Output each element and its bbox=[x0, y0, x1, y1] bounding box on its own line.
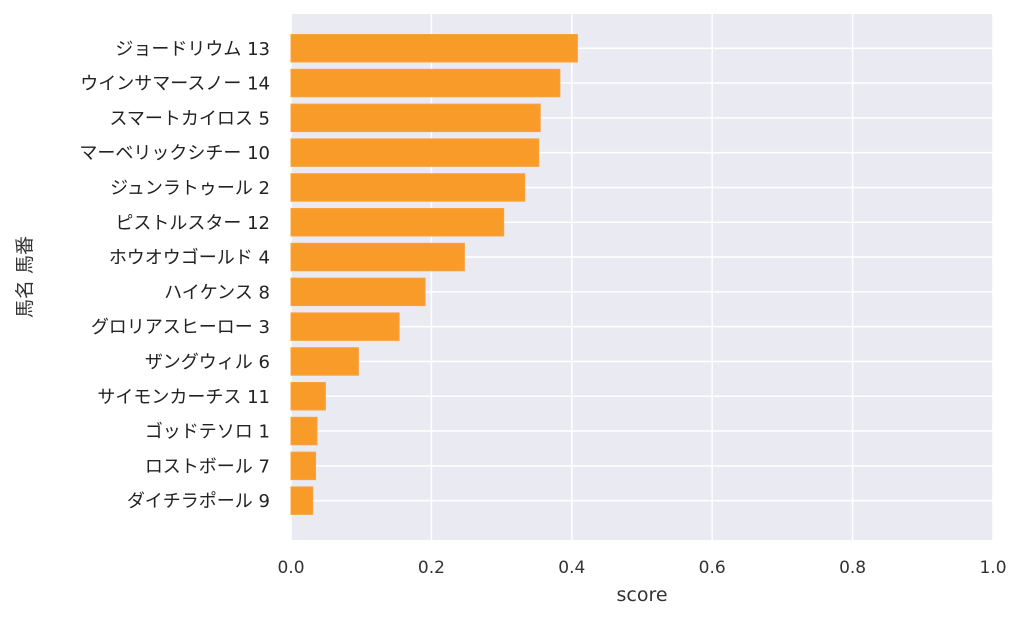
category-label: ピストルスター 12 bbox=[115, 213, 270, 234]
x-axis-label: score bbox=[616, 584, 667, 606]
category-labels: ジョードリウム 13 ウインサマースノー 14 スマートカイロス 5 マーベリックシチ… bbox=[79, 39, 270, 512]
y-axis-label: 馬名 馬番 bbox=[14, 236, 36, 318]
bar bbox=[290, 451, 317, 481]
category-label: サイモンカーチス 11 bbox=[97, 387, 270, 408]
bar bbox=[290, 103, 541, 133]
bar bbox=[290, 416, 318, 446]
x-tick-label: 0.0 bbox=[277, 558, 304, 578]
bar bbox=[290, 173, 526, 202]
plot-background bbox=[291, 14, 993, 540]
bars bbox=[290, 34, 578, 515]
category-label: スマートカイロス 5 bbox=[109, 108, 270, 129]
category-label: ロストボール 7 bbox=[145, 456, 270, 477]
category-label: ジュンラトゥール 2 bbox=[110, 178, 270, 199]
bar bbox=[290, 277, 426, 307]
category-label: ジョードリウム 13 bbox=[115, 39, 270, 60]
bar bbox=[290, 68, 561, 98]
x-tick-label: 1.0 bbox=[979, 558, 1006, 578]
bar bbox=[290, 486, 314, 515]
bar bbox=[290, 242, 465, 272]
x-tick-label: 0.6 bbox=[699, 558, 726, 578]
category-label: ホウオウゴールド 4 bbox=[109, 248, 270, 269]
x-tick-label: 0.2 bbox=[418, 558, 445, 578]
x-tick-labels: 0.0 0.2 0.4 0.6 0.8 1.0 bbox=[277, 558, 1006, 578]
bar bbox=[290, 208, 505, 237]
x-tick-label: 0.8 bbox=[839, 558, 866, 578]
bar bbox=[290, 138, 540, 167]
category-label: ハイケンス 8 bbox=[164, 282, 270, 303]
category-label: ウインサマースノー 14 bbox=[80, 74, 270, 95]
x-tick-label: 0.4 bbox=[558, 558, 585, 578]
bar bbox=[290, 347, 359, 376]
bar bbox=[290, 382, 326, 411]
category-label: ゴッドテソロ 1 bbox=[145, 422, 270, 443]
category-label: ダイチラポール 9 bbox=[127, 491, 270, 512]
category-label: グロリアスヒーロー 3 bbox=[91, 317, 270, 338]
bar bbox=[290, 34, 578, 63]
bar bbox=[290, 312, 400, 341]
category-label: マーベリックシチー 10 bbox=[79, 143, 270, 164]
category-label: ザングウィル 6 bbox=[145, 352, 270, 373]
